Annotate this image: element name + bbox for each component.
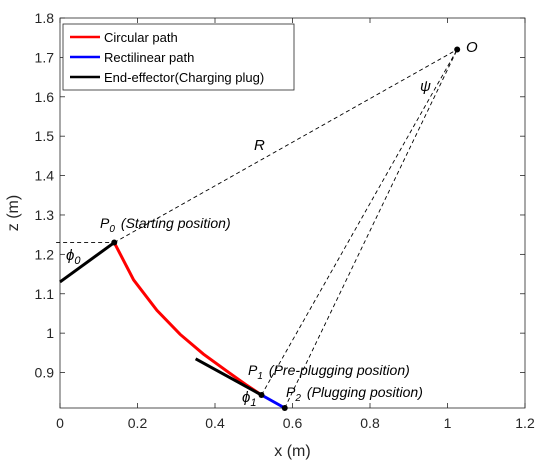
x-tick-label: 0 [56,415,64,431]
label-psi: ψ [420,78,431,95]
legend: Circular path Rectilinear path End-effec… [62,23,295,91]
y-tick-label: 1.4 [35,168,55,184]
P2-subscript: 2 [294,393,301,404]
label-P1: P1 (Pre-plugging position) [248,362,410,382]
point-marker [281,405,288,411]
y-tick-label: 1.5 [35,128,55,144]
P2-symbol: P [286,384,296,400]
series-lines [59,241,286,410]
legend-label-rectilinear: Rectilinear path [104,50,194,65]
x-tick-label: 1.2 [515,415,535,431]
legend-label-circular: Circular path [104,30,178,45]
dashed-guide-line [284,49,458,409]
annotations: O R ψ ϕ0 ϕ1 P0 (Starting position) P1 (Pre… [66,39,478,409]
phi0-symbol: ϕ [66,247,74,264]
label-phi0: ϕ0 [66,247,81,267]
guide-lines [56,49,458,409]
x-tick-label: 0.2 [128,415,148,431]
key-points [111,46,461,411]
label-P0: P0 (Starting position) [100,215,231,235]
label-O: O [466,39,478,56]
P2-description: (Plugging position) [307,384,423,400]
P0-description: (Starting position) [121,215,231,231]
phi0-subscript: 0 [74,255,81,267]
series-end-effector [194,357,263,397]
label-R: R [254,137,265,154]
x-axis-label: x (m) [274,443,310,460]
point-marker [258,392,265,398]
P1-description: (Pre-plugging position) [269,362,410,378]
P0-symbol: P [100,215,110,231]
legend-box [62,23,295,91]
phi1-symbol: ϕ [242,389,250,406]
y-tick-label: 1.2 [35,246,55,262]
x-tick-label: 0.8 [360,415,380,431]
P1-symbol: P [248,362,258,378]
P0-subscript: 0 [109,224,115,235]
y-axis-label: z (m) [5,195,22,231]
series-end-effector [59,241,116,284]
y-tick-label: 1.8 [35,10,55,26]
series-rectilinear-path [260,393,286,410]
x-tick-label: 1 [444,415,452,431]
point-marker [111,239,118,246]
series-circular-path [112,241,263,397]
point-marker [454,46,461,53]
y-tick-label: 0.9 [35,365,55,381]
y-tick-label: 1.1 [35,286,55,302]
phi1-subscript: 1 [250,397,256,409]
y-tick-label: 1 [46,325,54,341]
x-tick-label: 0.6 [283,415,303,431]
dashed-guide-line [261,49,458,396]
legend-label-end-effector: End-effector(Charging plug) [104,70,264,85]
y-tick-label: 1.3 [35,207,55,223]
label-phi1: ϕ1 [242,389,256,409]
P1-subscript: 1 [257,371,263,382]
dashed-guide-line [114,49,458,243]
y-tick-label: 1.6 [35,89,55,105]
label-P2: P2 (Plugging position) [286,384,423,404]
y-tick-label: 1.7 [35,49,55,65]
axes: 0 0.2 0.4 0.6 0.8 1 1.2 0.9 1 1.1 1.2 1.3 1.4 1.5 1.6 1… [5,10,535,460]
x-tick-label: 0.4 [205,415,225,431]
